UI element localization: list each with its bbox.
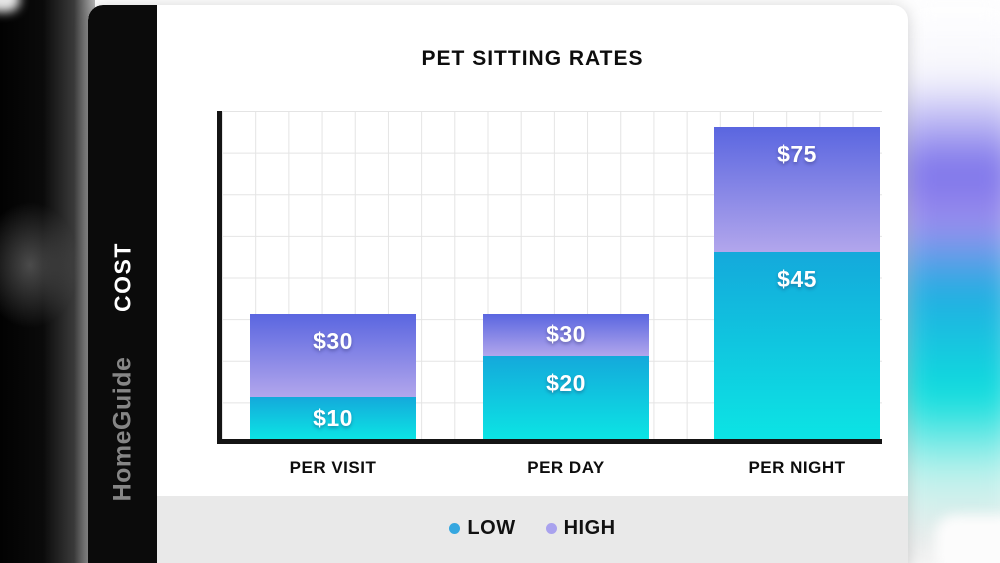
plot-area: $30 $10 $30 $20 $75 $45	[217, 111, 882, 444]
bar-segment-high: $30	[250, 314, 416, 398]
cost-vertical-label: COST	[109, 242, 135, 312]
bar-value-label: $10	[313, 404, 353, 431]
bar-segment-high: $75	[714, 126, 880, 252]
bar-segment-high: $30	[483, 314, 649, 356]
bar-value-label: $20	[546, 369, 586, 396]
legend: LOW HIGH	[449, 517, 615, 540]
blurred-backdrop-sliver	[935, 515, 1000, 563]
blurred-backdrop-left	[0, 0, 95, 563]
blurred-backdrop-corner	[0, 0, 20, 12]
x-label-per-visit: PER VISIT	[289, 458, 377, 477]
x-label-per-day: PER DAY	[527, 458, 605, 477]
legend-label-high: HIGH	[563, 517, 616, 539]
legend-label-low: LOW	[467, 517, 516, 539]
bar-segment-low: $45	[714, 251, 880, 439]
stacked-bar: $30 $10	[250, 314, 416, 439]
x-label-per-night: PER NIGHT	[748, 458, 846, 477]
bar-value-label: $75	[777, 140, 817, 167]
legend-dot-high	[545, 523, 557, 534]
bar-value-label: $30	[546, 321, 586, 348]
bar-value-label: $45	[777, 265, 817, 292]
bar-segment-low: $20	[483, 355, 649, 439]
stacked-bar: $30 $20	[483, 314, 649, 439]
homeguide-logo-text: HomeGuide	[108, 356, 136, 502]
legend-item-low: LOW	[449, 517, 515, 540]
infographic-card: COST HomeGuide PET SITTING RATES $30 $10 $…	[88, 5, 908, 563]
sidebar: COST HomeGuide	[88, 5, 157, 563]
chart-title: PET SITTING RATES	[421, 47, 644, 70]
legend-item-high: HIGH	[545, 517, 616, 540]
legend-bar: LOW HIGH	[157, 496, 908, 563]
bar-segment-low: $10	[250, 397, 416, 439]
stacked-bar: $75 $45	[714, 126, 880, 439]
blurred-backdrop-right	[898, 0, 1000, 563]
bar-value-label: $30	[313, 328, 353, 355]
legend-dot-low	[449, 523, 461, 534]
